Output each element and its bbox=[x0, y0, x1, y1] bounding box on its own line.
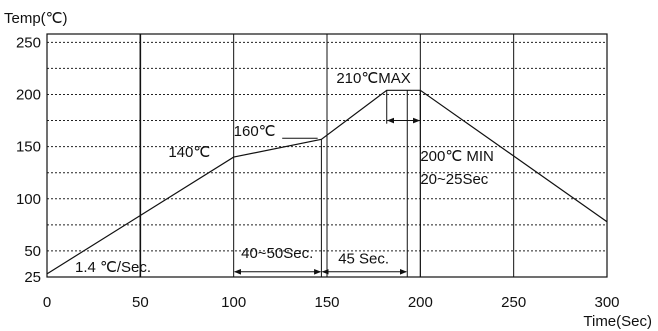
annotation-peak: 210℃MAX bbox=[336, 70, 410, 87]
annotation-temp160: 160℃ bbox=[234, 123, 276, 140]
annotation-dur2025: 20~25Sec bbox=[420, 171, 488, 188]
y-tick-label: 50 bbox=[24, 243, 41, 260]
x-tick-label: 50 bbox=[132, 294, 149, 311]
annotation-min200: 200℃ MIN bbox=[420, 148, 494, 165]
x-tick-label: 0 bbox=[43, 294, 51, 311]
x-tick-label: 200 bbox=[408, 294, 433, 311]
y-tick-label: 200 bbox=[16, 86, 41, 103]
x-axis-title: Time(Sec) bbox=[583, 313, 652, 330]
y-tick-label: 25 bbox=[24, 269, 41, 286]
plot-frame bbox=[46, 33, 608, 278]
annotation-dur4050: 40~50Sec. bbox=[241, 245, 313, 262]
y-tick-label: 150 bbox=[16, 139, 41, 156]
annotation-temp140: 140℃ bbox=[168, 144, 210, 161]
annotation-rate: 1.4 ℃/Sec. bbox=[75, 259, 151, 276]
x-tick-label: 300 bbox=[594, 294, 619, 311]
y-axis-title: Temp(℃) bbox=[4, 10, 68, 27]
annotation-dur45: 45 Sec. bbox=[338, 250, 389, 267]
x-tick-label: 150 bbox=[314, 294, 339, 311]
x-tick-label: 250 bbox=[501, 294, 526, 311]
x-tick-label: 100 bbox=[221, 294, 246, 311]
y-tick-label: 250 bbox=[16, 34, 41, 51]
y-tick-label: 100 bbox=[16, 191, 41, 208]
profile-line bbox=[46, 89, 608, 275]
